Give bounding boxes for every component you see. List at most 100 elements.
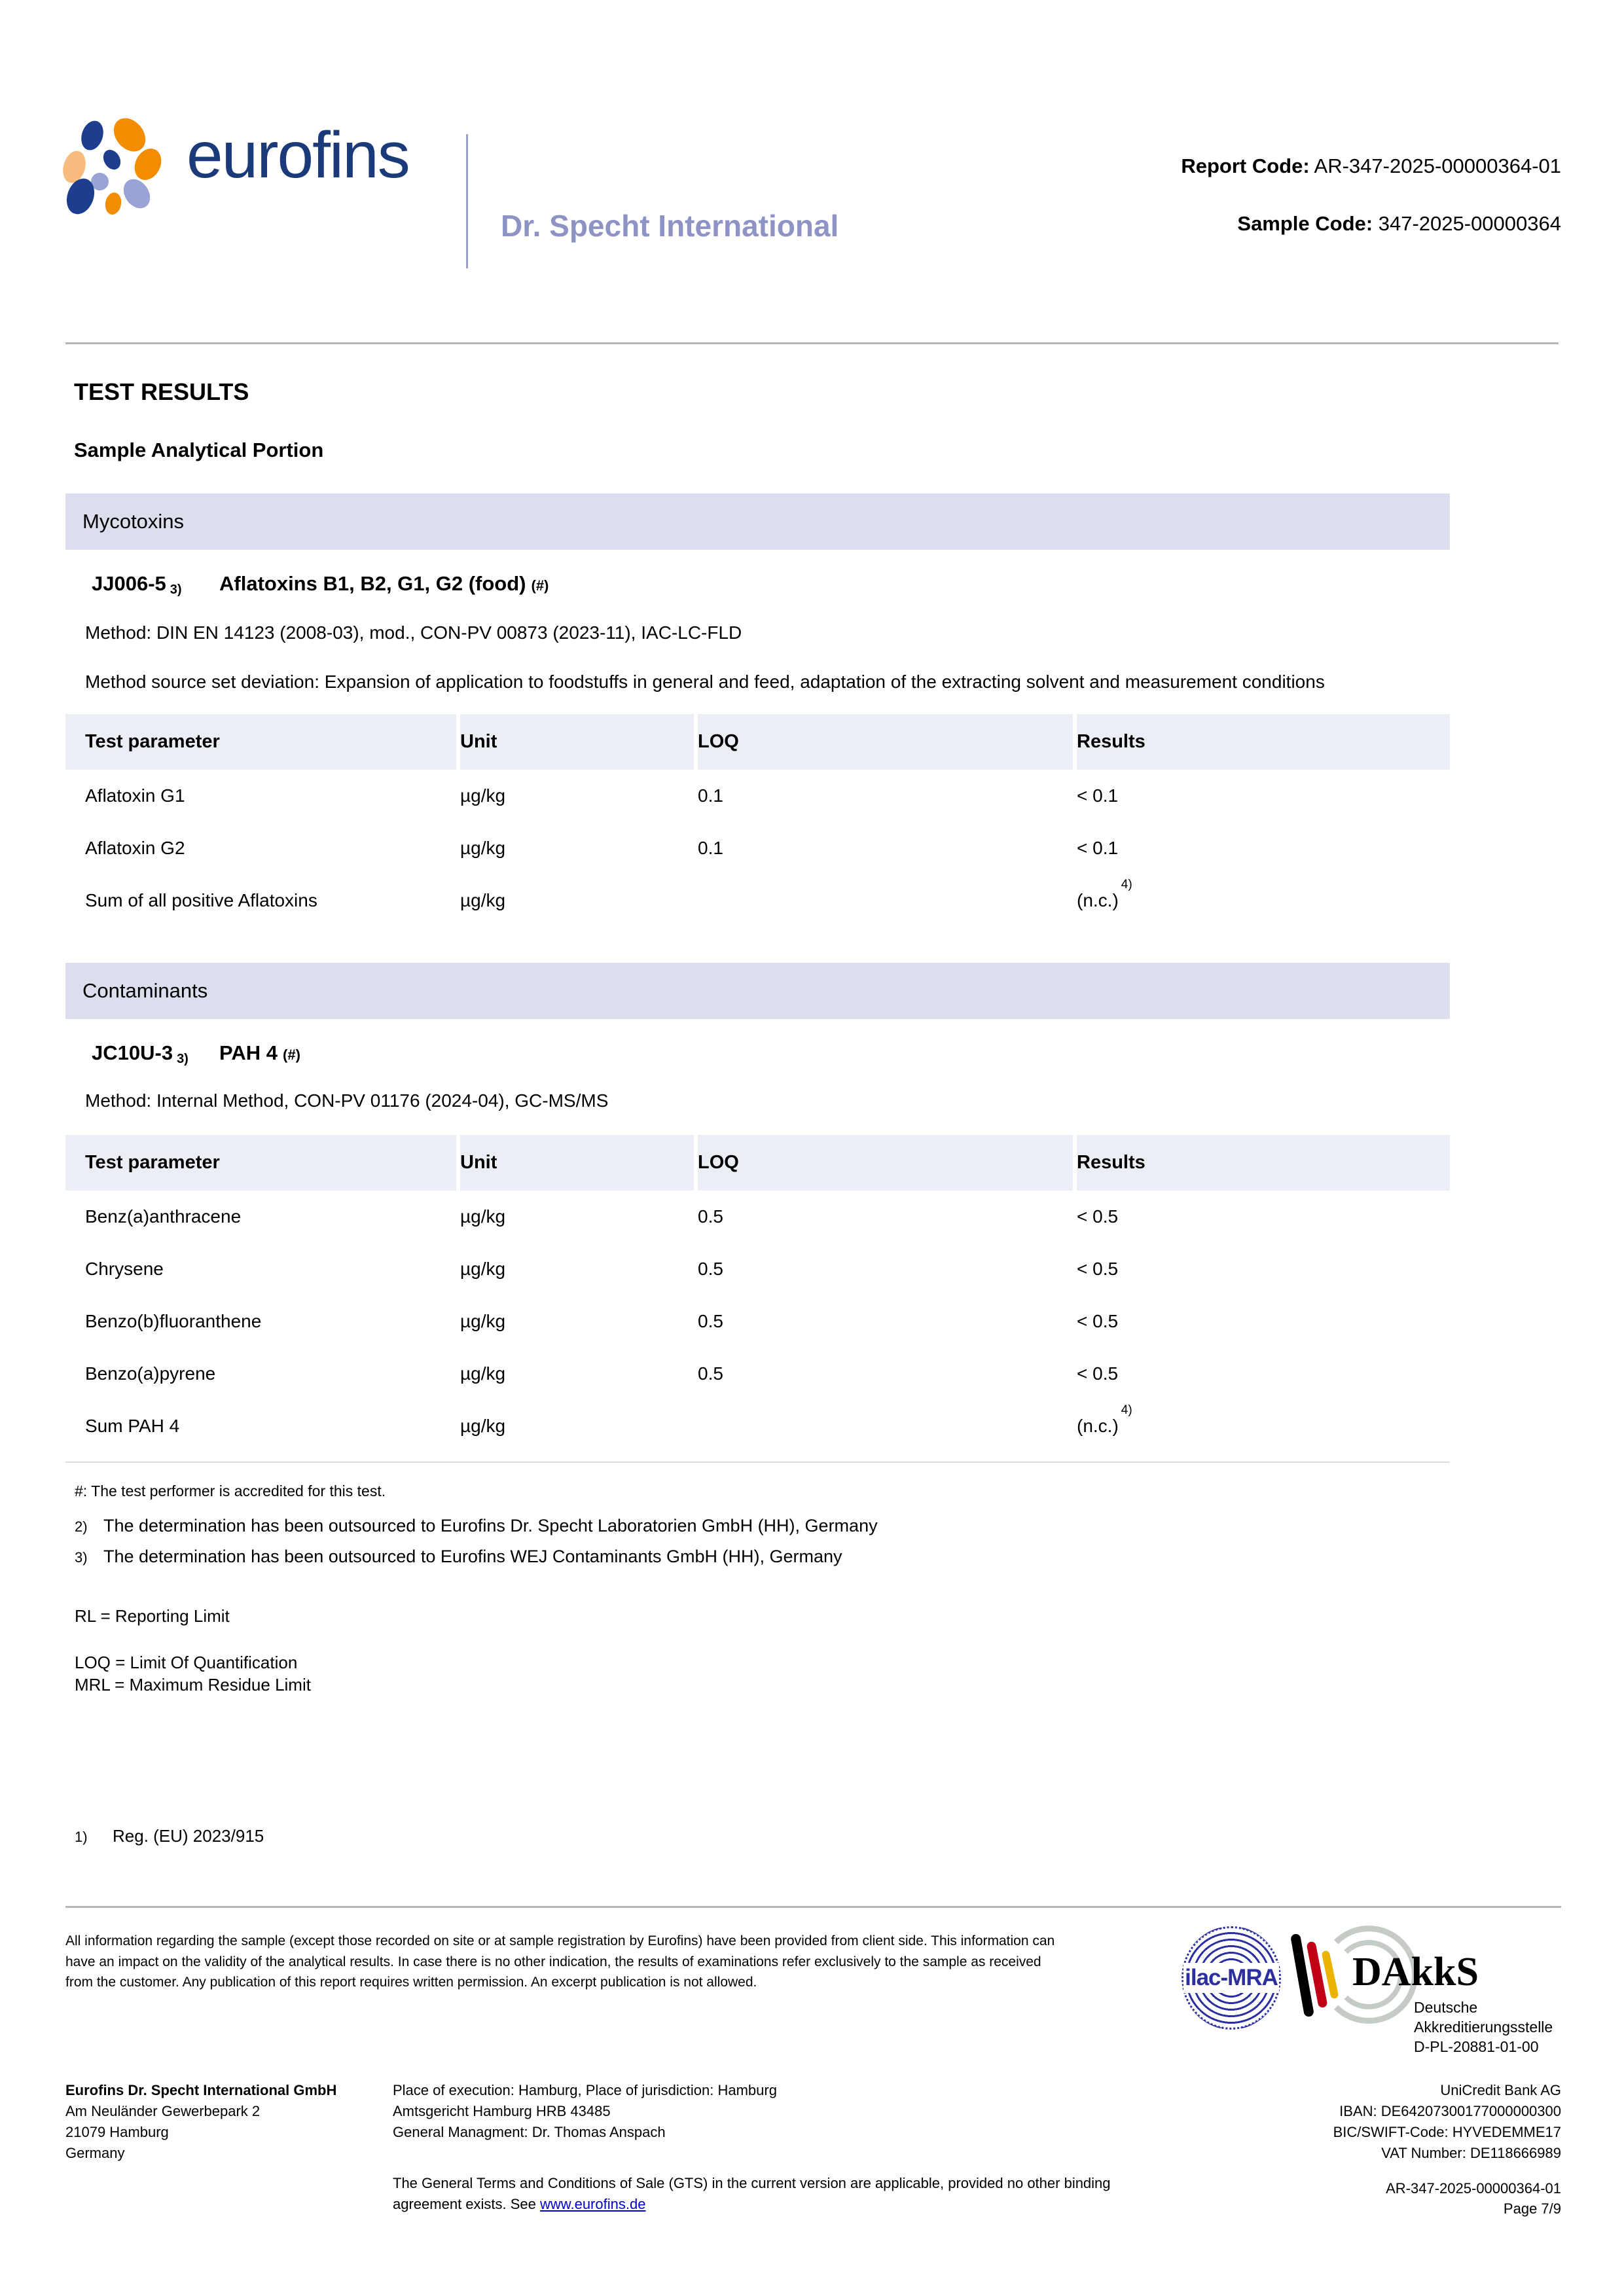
address-line: Am Neuländer Gewerbepark 2	[65, 2102, 261, 2119]
row-param: Benzo(b)fluoranthene	[85, 1310, 262, 1331]
footnote-text: Reg. (EU) 2023/915	[113, 1825, 264, 1846]
legend-rl: RL = Reporting Limit	[75, 1605, 230, 1626]
table-row: Sum PAH 4 µg/kg (n.c.) 4)	[65, 1400, 1450, 1452]
row-unit: µg/kg	[460, 889, 506, 910]
bank-line: VAT Number: DE118666989	[1381, 2144, 1561, 2161]
row-result: < 0.1	[1077, 837, 1119, 858]
footnote-3: 3) The determination has been outsourced…	[75, 1547, 1561, 1567]
row-loq: 0.5	[698, 1310, 723, 1331]
table-row: Benzo(b)fluoranthene µg/kg 0.5 < 0.5	[65, 1295, 1450, 1348]
footer-legal: Place of execution: Hamburg, Place of ju…	[393, 2080, 1172, 2219]
footnote-accredited: #: The test performer is accredited for …	[75, 1482, 386, 1499]
sample-code-value: 347-2025-00000364	[1378, 212, 1561, 235]
header-rule	[65, 342, 1559, 344]
column-header-loq: LOQ	[698, 713, 1073, 770]
row-param: Benz(a)anthracene	[85, 1206, 242, 1227]
mycotoxins-table-header: Test parameter Unit LOQ Results	[65, 713, 1450, 770]
report-code-value: AR-347-2025-00000364-01	[1314, 154, 1561, 177]
sample-portion-heading: Sample Analytical Portion	[74, 439, 324, 461]
column-header-unit: Unit	[460, 1134, 694, 1191]
row-unit: µg/kg	[460, 1363, 506, 1384]
test-name: PAH 4	[219, 1041, 278, 1064]
footnote-number: 1)	[75, 1828, 88, 1845]
result-footnote-ref: 4)	[1121, 1403, 1132, 1417]
report-codes: Report Code: AR-347-2025-00000364-01 Sam…	[1181, 154, 1561, 270]
page-title: TEST RESULTS	[74, 378, 249, 405]
row-param: Sum of all positive Aflatoxins	[85, 889, 317, 910]
row-loq: 0.1	[698, 837, 723, 858]
row-param: Chrysene	[85, 1258, 164, 1279]
dakks-arc-icon	[1320, 1926, 1418, 2024]
bank-line: UniCredit Bank AG	[1440, 2082, 1561, 2098]
table-row: Sum of all positive Aflatoxins µg/kg (n.…	[65, 874, 1450, 927]
footer-bank: UniCredit Bank AG IBAN: DE64207300177000…	[1172, 2080, 1561, 2219]
accreditation-hash-ref: (#)	[531, 577, 549, 594]
column-header-results: Results	[1077, 1134, 1450, 1191]
contaminants-test-heading: JC10U-3 3) PAH 4 (#)	[65, 1041, 1561, 1067]
row-loq: 0.5	[698, 1363, 723, 1384]
test-code-footnote-ref: 3)	[170, 583, 182, 597]
header-divider	[466, 134, 468, 268]
row-unit: µg/kg	[460, 1206, 506, 1227]
table-row: Benz(a)anthracene µg/kg 0.5 < 0.5	[65, 1191, 1450, 1243]
row-loq: 0.5	[698, 1258, 723, 1279]
row-loq	[698, 874, 1073, 927]
bank-line: BIC/SWIFT-Code: HYVEDEMME17	[1333, 2123, 1561, 2140]
row-result: < 0.5	[1077, 1310, 1119, 1331]
row-result: < 0.5	[1077, 1206, 1119, 1227]
table-row: Aflatoxin G2 µg/kg 0.1 < 0.1	[65, 822, 1450, 874]
test-code-footnote-ref: 3)	[177, 1051, 189, 1066]
section-banner-mycotoxins: Mycotoxins	[65, 493, 1450, 550]
dakks-accreditation-id: Deutsche Akkreditierungsstelle D-PL-2088…	[1414, 1999, 1553, 2055]
company-name: Eurofins Dr. Specht International GmbH	[65, 2082, 337, 2098]
row-param: Sum PAH 4	[85, 1415, 180, 1436]
mycotoxins-method: Method: DIN EN 14123 (2008-03), mod., CO…	[85, 622, 742, 643]
page-number: Page 7/9	[1503, 2200, 1561, 2217]
footnote-number: 2)	[75, 1518, 88, 1535]
row-result: < 0.5	[1077, 1258, 1119, 1279]
contaminants-table-header: Test parameter Unit LOQ Results	[65, 1134, 1450, 1191]
section-banner-contaminants: Contaminants	[65, 962, 1450, 1019]
row-loq	[698, 1400, 1073, 1452]
row-unit: µg/kg	[460, 1415, 506, 1436]
legal-line: General Managment: Dr. Thomas Anspach	[393, 2123, 666, 2140]
legal-line: Amtsgericht Hamburg HRB 43485	[393, 2102, 611, 2119]
row-param: Benzo(a)pyrene	[85, 1363, 216, 1384]
footer-address: Eurofins Dr. Specht International GmbH A…	[65, 2080, 393, 2219]
division-name: Dr. Specht International	[501, 209, 839, 243]
row-loq: 0.1	[698, 785, 723, 806]
sample-code-line: Sample Code: 347-2025-00000364	[1181, 212, 1561, 236]
sample-code-label: Sample Code:	[1237, 212, 1373, 235]
row-param: Aflatoxin G1	[85, 785, 185, 806]
doc-code: AR-347-2025-00000364-01	[1386, 2179, 1561, 2197]
mycotoxins-test-heading: JJ006-5 3) Aflatoxins B1, B2, G1, G2 (food…	[65, 572, 1561, 598]
dakks-arc-icon	[1334, 1940, 1403, 2009]
footer: Eurofins Dr. Specht International GmbH A…	[65, 2080, 1561, 2219]
result-footnote-ref: 4)	[1121, 877, 1132, 891]
address-line: Germany	[65, 2144, 125, 2161]
contaminants-method: Method: Internal Method, CON-PV 01176 (2…	[85, 1090, 609, 1111]
address-line: 21079 Hamburg	[65, 2123, 169, 2140]
row-result: < 0.5	[1077, 1363, 1119, 1384]
row-unit: µg/kg	[460, 1258, 506, 1279]
column-header-loq: LOQ	[698, 1134, 1073, 1191]
row-unit: µg/kg	[460, 785, 506, 806]
row-unit: µg/kg	[460, 837, 506, 858]
eurofins-website-link[interactable]: www.eurofins.de	[540, 2195, 646, 2212]
gts-note: The General Terms and Conditions of Sale…	[393, 2174, 1111, 2212]
footer-rule	[65, 1906, 1561, 1908]
dakks-wordmark: DAkkS	[1352, 1950, 1479, 1994]
row-unit: µg/kg	[460, 1310, 506, 1331]
eurofins-wordmark: eurofins	[187, 118, 410, 192]
ilac-mra-logo: ilac-MRA	[1182, 1926, 1281, 2030]
row-param: Aflatoxin G2	[85, 837, 185, 858]
footnotes: #: The test performer is accredited for …	[65, 1482, 1561, 1846]
column-header-unit: Unit	[460, 713, 694, 770]
bank-line: IBAN: DE64207300177000000300	[1339, 2102, 1561, 2119]
accreditation-logos: ilac-MRA DAkkS Deutsche Akkreditierungss…	[1178, 1921, 1571, 2078]
footnote-text: The determination has been outsourced to…	[103, 1546, 842, 1566]
content: TEST RESULTS Sample Analytical Portion M…	[65, 367, 1561, 1846]
row-result: (n.c.) 4)	[1077, 1403, 1132, 1436]
ilac-mra-label: ilac-MRA	[1183, 1963, 1279, 1993]
